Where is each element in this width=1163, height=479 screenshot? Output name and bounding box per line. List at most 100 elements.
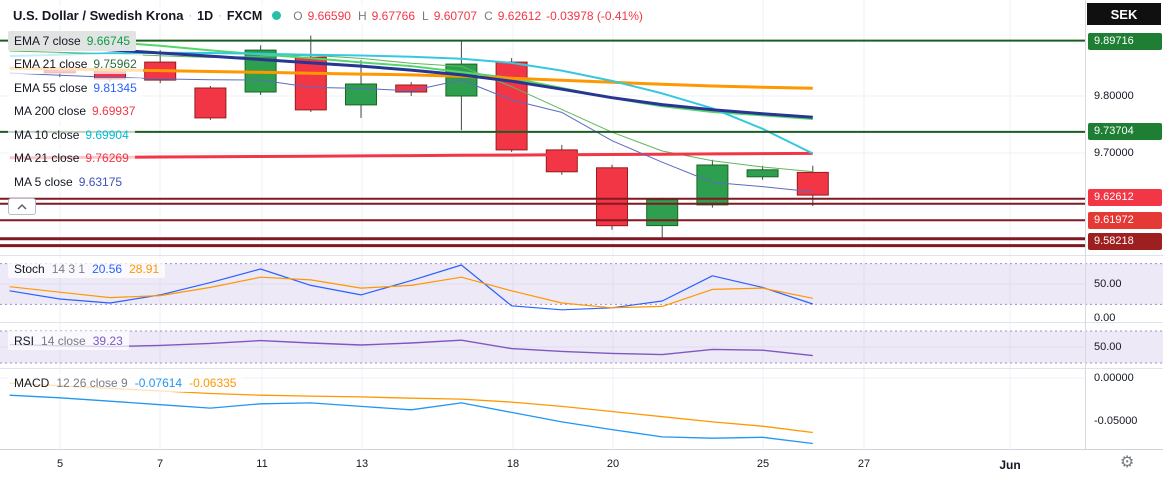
close-label: C <box>484 8 493 23</box>
collapse-pane-button[interactable] <box>8 198 36 215</box>
macd-legend[interactable]: MACD 12 26 close 9 -0.07614 -0.06335 <box>8 373 243 392</box>
price-axis-label: 9.89716 <box>1088 33 1162 50</box>
time-axis-label: Jun <box>999 458 1021 472</box>
indicator-legend-ma-200[interactable]: MA 200 close 9.69937 <box>8 101 142 121</box>
symbol-header[interactable]: U.S. Dollar / Swedish Krona · 1D · FXCM … <box>8 6 648 25</box>
symbol-title[interactable]: U.S. Dollar / Swedish Krona <box>13 8 184 23</box>
price-axis-label: 9.61972 <box>1088 212 1162 229</box>
time-axis-label: 5 <box>56 458 64 470</box>
time-axis-label: 20 <box>606 458 620 470</box>
price-axis-label: 9.70000 <box>1094 147 1134 159</box>
price-axis[interactable]: 9.89716 9.80000 9.73704 9.70000 9.62612 9.619… <box>1085 0 1163 449</box>
stoch-params: 14 3 1 <box>51 261 86 276</box>
chart-canvas[interactable] <box>0 0 1163 449</box>
indicator-legend-ma-10[interactable]: MA 10 close 9.69904 <box>8 125 135 145</box>
indicator-band <box>0 331 1163 363</box>
indicator-legend-ma-21[interactable]: MA 21 close 9.76269 <box>8 148 135 168</box>
indicator-legend-ma-5[interactable]: MA 5 close 9.63175 <box>8 172 129 192</box>
indicator-label: MA 10 close <box>14 128 80 142</box>
macd-signal-value: -0.06335 <box>189 375 237 390</box>
rsi-params: 14 close <box>41 333 86 348</box>
time-axis-label: 13 <box>355 458 369 470</box>
low-label: L <box>422 8 429 23</box>
time-axis[interactable]: 5 7 11 13 18 20 25 27 Jun <box>0 449 1163 479</box>
open-label: O <box>293 8 303 23</box>
time-axis-label: 18 <box>506 458 520 470</box>
candle-body <box>294 56 327 111</box>
price-axis-label: 9.62612 <box>1088 189 1162 206</box>
candle-body <box>495 61 528 151</box>
exchange-label[interactable]: FXCM <box>226 8 263 23</box>
ma-200-line <box>9 151 813 160</box>
indicator-label: MA 200 close <box>14 104 87 118</box>
ema-21-line <box>9 34 813 120</box>
rsi-value: 39.23 <box>92 333 123 348</box>
ema-55-line <box>9 66 813 90</box>
indicator-value: 9.81345 <box>93 81 137 95</box>
price-axis-label: 50.00 <box>1094 278 1122 290</box>
stoch-d-value: 28.91 <box>129 261 160 276</box>
candle-body <box>395 84 428 93</box>
open-value: 9.66590 <box>307 8 351 23</box>
indicator-value: 9.69937 <box>92 104 136 118</box>
macd-title: MACD <box>14 375 50 390</box>
price-axis-label: 0.00000 <box>1094 372 1134 384</box>
price-axis-label: 9.58218 <box>1088 233 1162 250</box>
stoch-k-value: 20.56 <box>92 261 123 276</box>
separator: · <box>188 9 193 22</box>
indicator-value: 9.75962 <box>93 57 137 71</box>
settings-gear-icon[interactable]: ⚙ <box>1120 454 1135 471</box>
stoch-d-line <box>9 276 813 309</box>
candle-body <box>796 171 829 196</box>
candle-body <box>596 167 628 227</box>
price-axis-label: 0.00 <box>1094 312 1116 324</box>
stoch-k-line <box>9 264 813 311</box>
macd-line <box>9 394 813 445</box>
stoch-title: Stoch <box>14 261 45 276</box>
candle-body <box>194 87 227 119</box>
change-value: -0.03978 (-0.41%) <box>546 8 643 23</box>
time-axis-label: 7 <box>156 458 164 470</box>
indicator-value: 9.69904 <box>85 128 129 142</box>
low-value: 9.60707 <box>433 8 478 23</box>
market-status-icon <box>272 11 282 20</box>
high-label: H <box>357 8 367 23</box>
indicator-value: 9.66745 <box>86 34 131 48</box>
separator: · <box>218 9 222 22</box>
time-axis-label: 27 <box>857 458 871 470</box>
indicator-value: 9.76269 <box>85 151 129 165</box>
candle-body <box>746 169 779 178</box>
macd-value: -0.07614 <box>134 375 183 390</box>
price-axis-label: -0.05000 <box>1094 415 1138 427</box>
price-axis-label: 9.80000 <box>1094 90 1134 102</box>
indicator-label: EMA 7 close <box>14 34 81 48</box>
price-axis-label: 50.00 <box>1094 341 1122 353</box>
macd-params: 12 26 close 9 <box>56 375 128 390</box>
interval-label[interactable]: 1D <box>197 8 214 23</box>
price-axis-label: 9.73704 <box>1088 123 1162 140</box>
indicator-label: EMA 55 close <box>14 81 88 95</box>
rsi-line <box>9 339 813 357</box>
time-axis-label: 11 <box>256 458 268 470</box>
ma-21-line <box>9 42 813 119</box>
indicator-band <box>0 263 1163 305</box>
indicator-label: MA 21 close <box>14 151 80 165</box>
close-value: 9.62612 <box>497 8 542 23</box>
rsi-legend[interactable]: RSI 14 close 39.23 <box>8 331 129 350</box>
indicator-legend-ema-55[interactable]: EMA 55 close 9.81345 <box>8 78 143 98</box>
indicator-legend-ema-7[interactable]: EMA 7 close 9.66745 <box>8 31 137 51</box>
stoch-legend[interactable]: Stoch 14 3 1 20.56 28.91 <box>8 259 166 278</box>
indicator-label: MA 5 close <box>14 175 73 189</box>
indicator-legend-ema-21[interactable]: EMA 21 close 9.75962 <box>8 54 143 74</box>
chevron-up-icon <box>17 203 27 210</box>
indicator-value: 9.63175 <box>78 175 123 189</box>
candle-body <box>545 149 578 173</box>
high-value: 9.67766 <box>371 8 416 23</box>
indicator-label: EMA 21 close <box>14 57 88 71</box>
candlestick-series[interactable] <box>43 35 829 240</box>
rsi-title: RSI <box>14 333 35 348</box>
time-axis-label: 25 <box>756 458 770 470</box>
ma-5-line <box>9 72 813 193</box>
symbol-currency-badge[interactable]: SEK <box>1087 3 1161 25</box>
